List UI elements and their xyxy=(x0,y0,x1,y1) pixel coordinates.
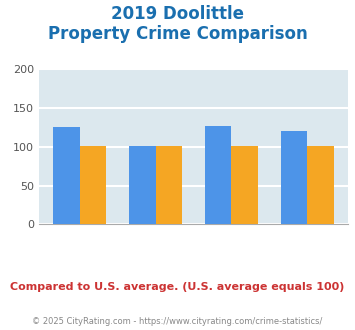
Text: © 2025 CityRating.com - https://www.cityrating.com/crime-statistics/: © 2025 CityRating.com - https://www.city… xyxy=(32,317,323,326)
Bar xyxy=(231,146,258,224)
Bar xyxy=(155,146,182,224)
Bar xyxy=(53,127,80,224)
Bar xyxy=(307,146,334,224)
Legend: Doolittle, Missouri, National: Doolittle, Missouri, National xyxy=(31,327,355,330)
Text: Property Crime Comparison: Property Crime Comparison xyxy=(48,25,307,43)
Text: 2019 Doolittle: 2019 Doolittle xyxy=(111,5,244,23)
Bar xyxy=(205,126,231,224)
Bar xyxy=(129,146,155,224)
Bar xyxy=(281,131,307,224)
Bar xyxy=(80,146,106,224)
Text: Compared to U.S. average. (U.S. average equals 100): Compared to U.S. average. (U.S. average … xyxy=(10,282,345,292)
